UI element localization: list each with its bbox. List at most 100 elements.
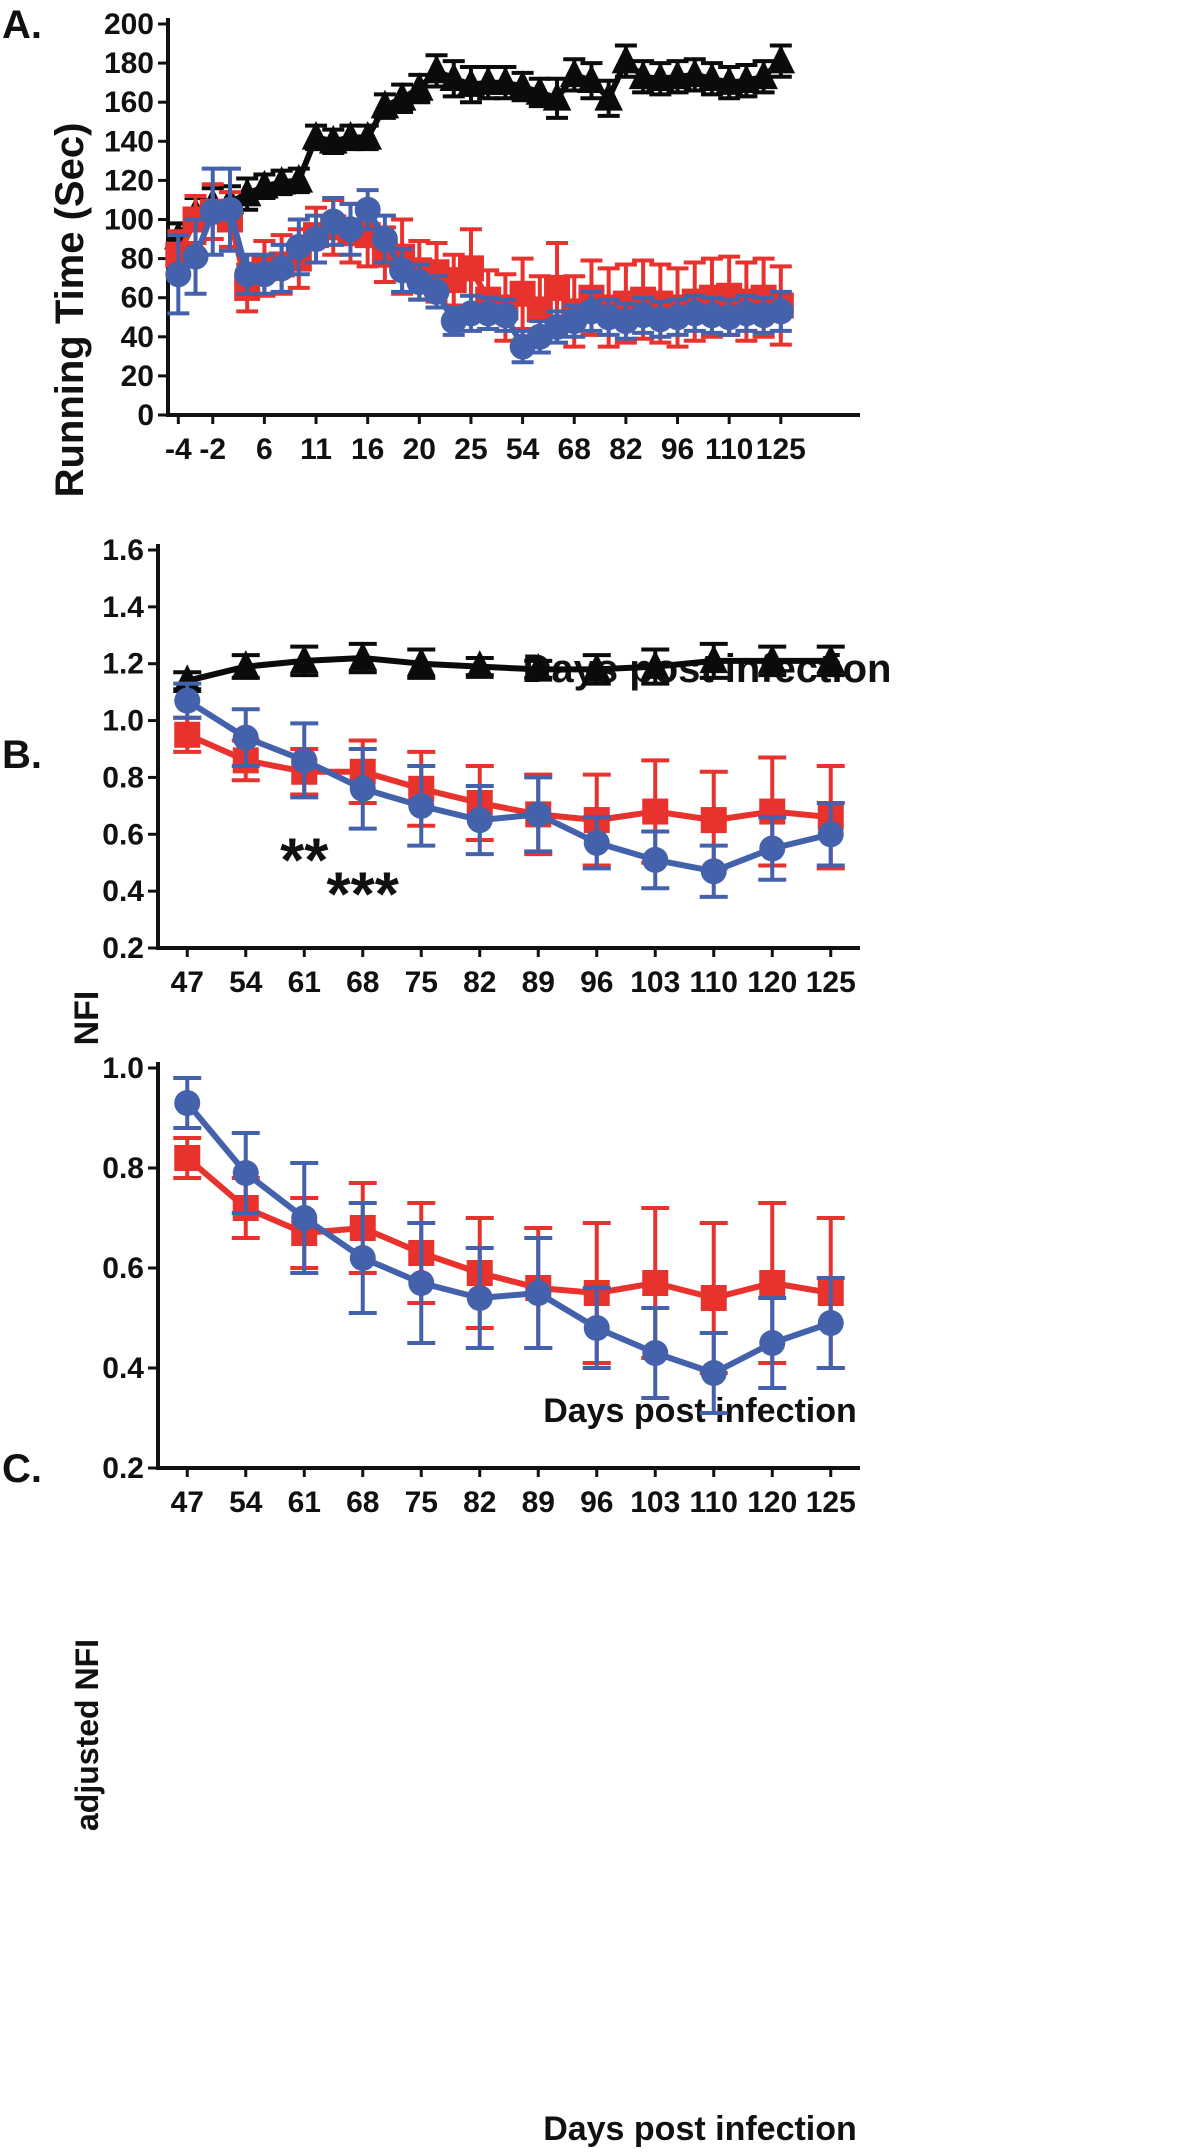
panel-c: C. 0.2 0.4 0.6 0.8 1.0 47 54 61 68 75 82 89 96 103 110… [2,1052,860,2148]
x-tick-label: 103 [630,1486,680,1519]
data-point [525,801,552,828]
y-tick-label: 0.8 [102,761,144,794]
data-point [354,196,381,223]
x-tick-label: 75 [405,1486,438,1519]
y-tick-label: 100 [104,204,154,237]
y-tick-label: 0 [137,399,154,432]
series-line [186,655,831,684]
x-tick-label: 11 [300,433,332,466]
y-tick-label: 1.2 [102,648,144,681]
series-group-blue [173,1076,845,1415]
y-tick-label: 160 [104,86,154,119]
panel-a-ticks: 0 20 40 60 80 100 120 140 160 180 200 -4 -2 6 11 16 20 25… [104,8,806,466]
panel-c-marks [173,1076,845,1415]
series-group-blue [173,681,845,899]
x-tick-label: 82 [463,966,496,999]
data-point [406,647,436,676]
data-point [642,1270,669,1296]
data-point [700,807,727,834]
data-point [640,650,670,679]
x-tick-label: 110 [690,1486,738,1519]
y-tick-label: 0.2 [102,932,144,965]
x-tick-label: 120 [747,966,797,999]
data-point [757,644,787,674]
panel-c-x-axis-title: Days post infection [543,2110,857,2148]
data-point [817,1310,844,1336]
data-point [301,121,331,150]
data-point [174,1145,201,1171]
data-point [216,196,243,223]
x-tick-label: 68 [346,966,379,999]
panel-a: A. 0 20 40 60 80 100 120 140 160 180 200 -4 -2 6 11 16 2… [2,3,891,691]
data-point [542,81,572,111]
x-tick-label: 125 [756,433,806,466]
data-point [759,835,786,862]
data-point [767,298,794,325]
data-point [759,1270,786,1296]
series-control [172,641,846,694]
y-tick-label: 180 [104,47,154,80]
y-tick-label: 1.6 [102,534,144,567]
panel-a-y-axis-title: Running Time (Sec) [48,123,92,498]
data-point [439,62,469,92]
data-point [232,1160,259,1186]
data-point [525,1280,552,1306]
data-point [284,164,314,193]
x-tick-label: 47 [171,966,204,999]
x-tick-label: 16 [351,433,384,466]
x-tick-label: 110 [690,966,738,999]
data-point [759,1330,786,1356]
x-tick-label: 96 [580,1486,613,1519]
y-tick-label: 0.2 [102,1452,144,1485]
panel-b-y-axis-title: NFI [68,991,106,1046]
data-point [525,76,555,105]
x-tick-label: 96 [661,433,694,466]
data-point [611,44,641,74]
panel-b-marks: ***** [172,641,846,929]
panel-a-label: A. [2,3,42,47]
data-point [577,64,606,93]
data-point [594,81,623,111]
data-point [628,60,658,90]
panel-a-marks [164,43,796,365]
x-tick-label: 68 [558,433,591,466]
data-point [816,644,846,674]
data-point [749,60,778,90]
data-point [349,775,376,802]
data-point [466,1285,493,1311]
x-tick-label: 89 [522,1486,555,1519]
panel-b-ticks: 0.2 0.4 0.6 0.8 1.0 1.2 1.4 1.6 47 54 61 68 75 82 89 96… [102,534,856,999]
data-point [544,274,571,301]
data-point [680,58,710,88]
series-group-blue [165,166,794,365]
x-tick-label: 54 [506,433,540,466]
data-point [371,226,398,253]
data-point [766,44,796,74]
data-point [337,216,364,243]
data-point [465,650,495,679]
data-point [408,792,435,819]
data-point [232,724,259,751]
data-point [700,1360,727,1386]
data-point [174,721,201,748]
data-point [466,807,493,834]
data-point [700,1285,727,1311]
data-point [408,1270,435,1296]
x-tick-label: 47 [171,1486,204,1519]
data-point [508,70,537,99]
y-tick-label: 1.4 [102,591,144,624]
x-tick-label: 103 [630,966,680,999]
data-point [423,278,450,305]
x-tick-label: -2 [199,433,226,466]
x-tick-label: 82 [609,433,642,466]
data-point [289,644,319,674]
panel-c-ticks: 0.2 0.4 0.6 0.8 1.0 47 54 61 68 75 82 89 96 103 110 120… [102,1052,856,1519]
x-tick-label: 125 [806,1486,856,1519]
y-tick-label: 140 [104,125,154,158]
data-point [642,1340,669,1366]
x-tick-label: 6 [256,433,273,466]
data-point [697,62,727,92]
x-tick-label: 20 [403,433,436,466]
data-point [291,747,318,774]
